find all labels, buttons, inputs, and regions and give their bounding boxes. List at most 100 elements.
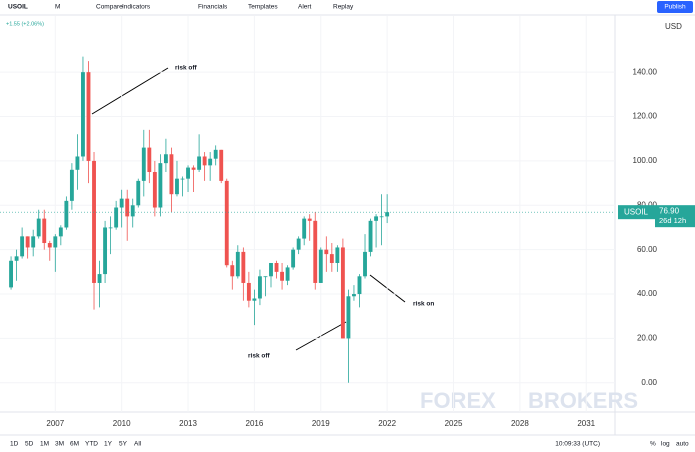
x-tick-label: 2016 bbox=[246, 419, 264, 428]
candle-body bbox=[25, 236, 30, 248]
currency[interactable]: USD bbox=[665, 22, 682, 31]
publish-button[interactable] bbox=[657, 1, 693, 13]
candle-body bbox=[69, 169, 74, 201]
range-button[interactable]: YTD bbox=[85, 441, 98, 448]
candle-body bbox=[152, 172, 157, 208]
x-tick-label: 2025 bbox=[445, 419, 463, 428]
x-tick-label: 2022 bbox=[378, 419, 396, 428]
candle-body bbox=[92, 160, 96, 283]
candle-body bbox=[53, 236, 58, 248]
toolbar-button[interactable]: Financials bbox=[198, 4, 228, 11]
candle-body bbox=[340, 247, 345, 339]
clock: 10:09:33 (UTC) bbox=[555, 441, 600, 448]
candle-body bbox=[230, 265, 235, 277]
candle-body bbox=[224, 180, 229, 266]
candle-body bbox=[31, 236, 36, 248]
countdown: 26d 12h bbox=[659, 216, 686, 225]
candle-body bbox=[368, 220, 373, 252]
candle-body bbox=[81, 72, 85, 157]
candle-body bbox=[385, 212, 390, 217]
candle-body bbox=[75, 156, 80, 170]
candle-body bbox=[186, 167, 190, 179]
candle-body bbox=[263, 276, 268, 278]
candle-body bbox=[197, 156, 202, 170]
toolbar-button[interactable]: Replay bbox=[333, 4, 354, 11]
range-button[interactable]: 3M bbox=[55, 441, 64, 448]
candle-body bbox=[235, 251, 240, 277]
scale-option[interactable]: auto bbox=[676, 441, 689, 448]
x-tick-label: 2007 bbox=[46, 419, 64, 428]
toolbar-button[interactable]: Compare bbox=[96, 4, 123, 11]
interval[interactable]: M bbox=[55, 4, 60, 11]
x-tick-label: 2010 bbox=[113, 419, 131, 428]
candle-body bbox=[219, 149, 224, 181]
symbol-badge bbox=[618, 205, 655, 220]
y-tick-label: 100.00 bbox=[633, 156, 658, 165]
scale-option[interactable]: % bbox=[650, 441, 656, 448]
candle-body bbox=[280, 271, 284, 281]
symbol[interactable]: USOIL bbox=[8, 4, 28, 11]
candle-body bbox=[363, 251, 367, 277]
range-button[interactable]: 5D bbox=[25, 441, 34, 448]
y-tick-label: 20.00 bbox=[637, 334, 658, 343]
candle-body bbox=[335, 247, 340, 263]
candle-body bbox=[103, 227, 108, 275]
candle-body bbox=[379, 216, 384, 218]
toolbar-button[interactable]: Alert bbox=[298, 4, 312, 11]
candle-body bbox=[346, 296, 351, 339]
candle-body bbox=[125, 198, 130, 217]
x-tick-label: 2028 bbox=[511, 419, 529, 428]
candle-body bbox=[252, 298, 257, 301]
candle-body bbox=[313, 220, 318, 283]
x-tick-label: 2031 bbox=[577, 419, 595, 428]
symbol-badge-label: USOIL bbox=[624, 207, 649, 216]
candle-body bbox=[307, 218, 312, 221]
annotation: risk off bbox=[175, 65, 198, 72]
price-label: 76.90 bbox=[659, 206, 680, 215]
candle-body bbox=[175, 178, 179, 195]
candle-body bbox=[302, 218, 307, 239]
y-tick-label: 80.00 bbox=[637, 200, 658, 209]
range-button[interactable]: 5Y bbox=[119, 441, 128, 448]
candle-body bbox=[291, 249, 296, 268]
range-button[interactable]: 1Y bbox=[104, 441, 113, 448]
annotation: risk off bbox=[248, 353, 271, 360]
range-button[interactable]: All bbox=[134, 441, 142, 448]
candle-body bbox=[269, 262, 273, 277]
y-tick-label: 40.00 bbox=[637, 289, 658, 298]
range-button[interactable]: 1D bbox=[10, 441, 19, 448]
publish-label[interactable]: Publish bbox=[664, 4, 686, 11]
candle-body bbox=[202, 156, 207, 166]
candle-body bbox=[64, 200, 69, 228]
y-tick-label: 140.00 bbox=[633, 67, 658, 76]
price-badge bbox=[655, 205, 695, 228]
candle-body bbox=[58, 227, 63, 237]
candle-body bbox=[130, 205, 135, 217]
candle-body bbox=[97, 274, 102, 283]
candle-body bbox=[163, 154, 168, 164]
y-tick-label: 60.00 bbox=[637, 245, 658, 254]
candle-body bbox=[169, 154, 174, 195]
candle-body bbox=[191, 167, 196, 170]
candle-body bbox=[108, 227, 113, 229]
candle-body bbox=[329, 254, 334, 263]
candle-body bbox=[258, 276, 262, 299]
candle-body bbox=[14, 256, 19, 261]
candle-body bbox=[158, 163, 163, 208]
candle-body bbox=[324, 249, 329, 255]
range-button[interactable]: 6M bbox=[70, 441, 79, 448]
toolbar-button[interactable]: Templates bbox=[248, 4, 278, 11]
range-button[interactable]: 1M bbox=[40, 441, 49, 448]
candle-body bbox=[9, 260, 13, 288]
toolbar-button[interactable]: Indicators bbox=[122, 4, 151, 11]
x-tick-label: 2019 bbox=[312, 419, 330, 428]
y-tick-label: 120.00 bbox=[633, 112, 658, 121]
change-label: +1.55 (+2.06%) bbox=[6, 21, 44, 27]
candle-body bbox=[180, 178, 185, 180]
candle-body bbox=[213, 149, 218, 159]
candle-body bbox=[86, 72, 91, 161]
candle-body bbox=[20, 236, 25, 257]
scale-option[interactable]: log bbox=[661, 441, 670, 448]
candle-body bbox=[147, 147, 152, 173]
